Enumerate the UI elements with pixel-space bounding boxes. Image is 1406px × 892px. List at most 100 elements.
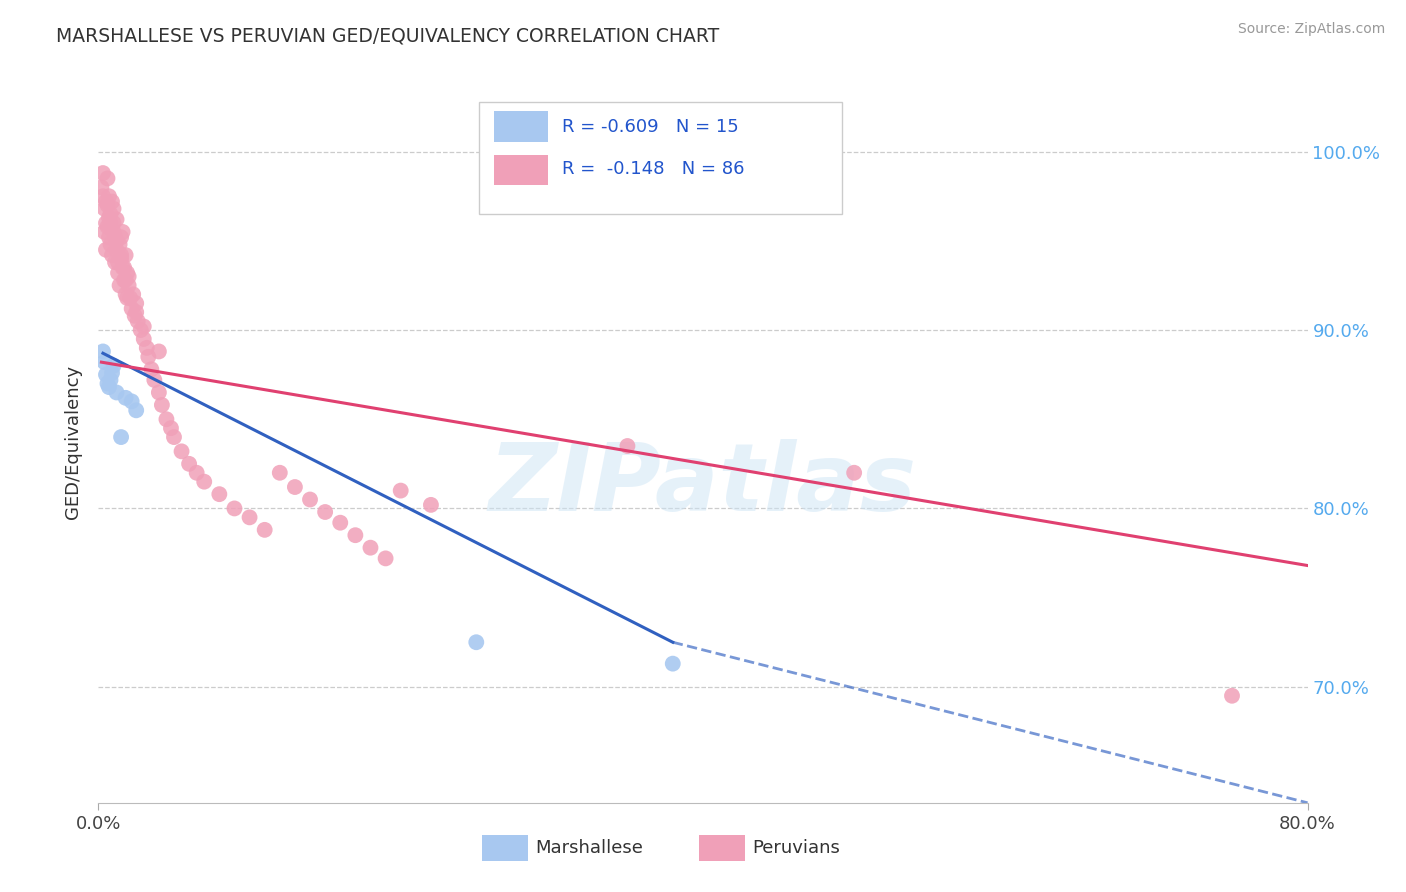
Point: [100, 237, 122, 252]
Point: [91, 166, 114, 180]
Point: [284, 480, 307, 494]
Point: [91, 189, 114, 203]
Point: [100, 207, 122, 221]
Point: [170, 444, 193, 458]
Point: [135, 341, 157, 355]
Point: [101, 366, 124, 380]
Point: [148, 385, 170, 400]
Point: [93, 355, 115, 369]
Y-axis label: GED/Equivalency: GED/Equivalency: [65, 365, 83, 518]
Point: [179, 457, 201, 471]
Point: [105, 243, 128, 257]
Point: [1220, 689, 1243, 703]
Point: [111, 260, 134, 275]
Point: [98, 189, 121, 203]
Point: [125, 305, 148, 319]
Point: [105, 385, 128, 400]
Point: [360, 541, 382, 555]
Point: [112, 260, 135, 275]
Point: [661, 657, 683, 671]
Point: [111, 225, 134, 239]
Point: [108, 278, 131, 293]
Point: [125, 296, 148, 310]
Point: [94, 194, 117, 209]
Point: [103, 225, 125, 239]
Text: MARSHALLESE VS PERUVIAN GED/EQUIVALENCY CORRELATION CHART: MARSHALLESE VS PERUVIAN GED/EQUIVALENCY …: [56, 27, 720, 45]
Point: [98, 380, 121, 394]
Text: Source: ZipAtlas.com: Source: ZipAtlas.com: [1237, 22, 1385, 37]
Point: [94, 243, 117, 257]
Point: [129, 323, 152, 337]
Point: [163, 430, 186, 444]
Point: [121, 301, 143, 316]
Point: [96, 376, 118, 391]
Point: [91, 344, 114, 359]
Point: [103, 216, 125, 230]
FancyBboxPatch shape: [494, 112, 548, 142]
Point: [98, 230, 121, 244]
Point: [118, 278, 141, 293]
Point: [239, 510, 262, 524]
Point: [104, 230, 127, 244]
FancyBboxPatch shape: [699, 835, 745, 861]
Point: [105, 212, 128, 227]
Point: [114, 287, 136, 301]
Point: [114, 248, 136, 262]
Point: [115, 266, 138, 280]
Point: [120, 291, 142, 305]
Point: [103, 202, 125, 216]
Point: [299, 492, 322, 507]
Text: R =  -0.148   N = 86: R = -0.148 N = 86: [561, 161, 744, 178]
Point: [107, 266, 129, 280]
Point: [141, 362, 163, 376]
Point: [148, 344, 170, 359]
Point: [329, 516, 352, 530]
Point: [110, 430, 132, 444]
Point: [193, 475, 215, 489]
Point: [132, 319, 155, 334]
Point: [616, 439, 638, 453]
Point: [96, 219, 118, 234]
Point: [93, 202, 115, 216]
Point: [374, 551, 396, 566]
Point: [844, 466, 866, 480]
Point: [269, 466, 291, 480]
Point: [136, 350, 159, 364]
Point: [344, 528, 367, 542]
Point: [90, 180, 112, 194]
Point: [98, 211, 121, 225]
Point: [143, 373, 166, 387]
Point: [224, 501, 246, 516]
Point: [420, 498, 443, 512]
Point: [94, 216, 117, 230]
Point: [104, 255, 127, 269]
Point: [101, 248, 124, 262]
Text: Peruvians: Peruvians: [752, 839, 841, 857]
Point: [115, 291, 138, 305]
FancyBboxPatch shape: [482, 835, 527, 861]
Point: [124, 309, 146, 323]
Point: [125, 403, 148, 417]
Point: [121, 394, 143, 409]
Point: [110, 252, 132, 266]
Point: [186, 466, 208, 480]
Point: [105, 234, 128, 248]
Point: [107, 255, 129, 269]
Point: [132, 332, 155, 346]
Point: [150, 398, 173, 412]
Point: [110, 248, 132, 262]
Point: [208, 487, 231, 501]
Point: [101, 194, 124, 209]
Point: [114, 273, 136, 287]
Point: [114, 391, 136, 405]
Point: [112, 273, 135, 287]
Text: Marshallese: Marshallese: [534, 839, 643, 857]
Point: [160, 421, 183, 435]
Point: [127, 314, 149, 328]
Point: [122, 287, 145, 301]
Point: [314, 505, 336, 519]
Text: R = -0.609   N = 15: R = -0.609 N = 15: [561, 118, 738, 136]
FancyBboxPatch shape: [494, 154, 548, 185]
Point: [96, 171, 118, 186]
Point: [96, 198, 118, 212]
